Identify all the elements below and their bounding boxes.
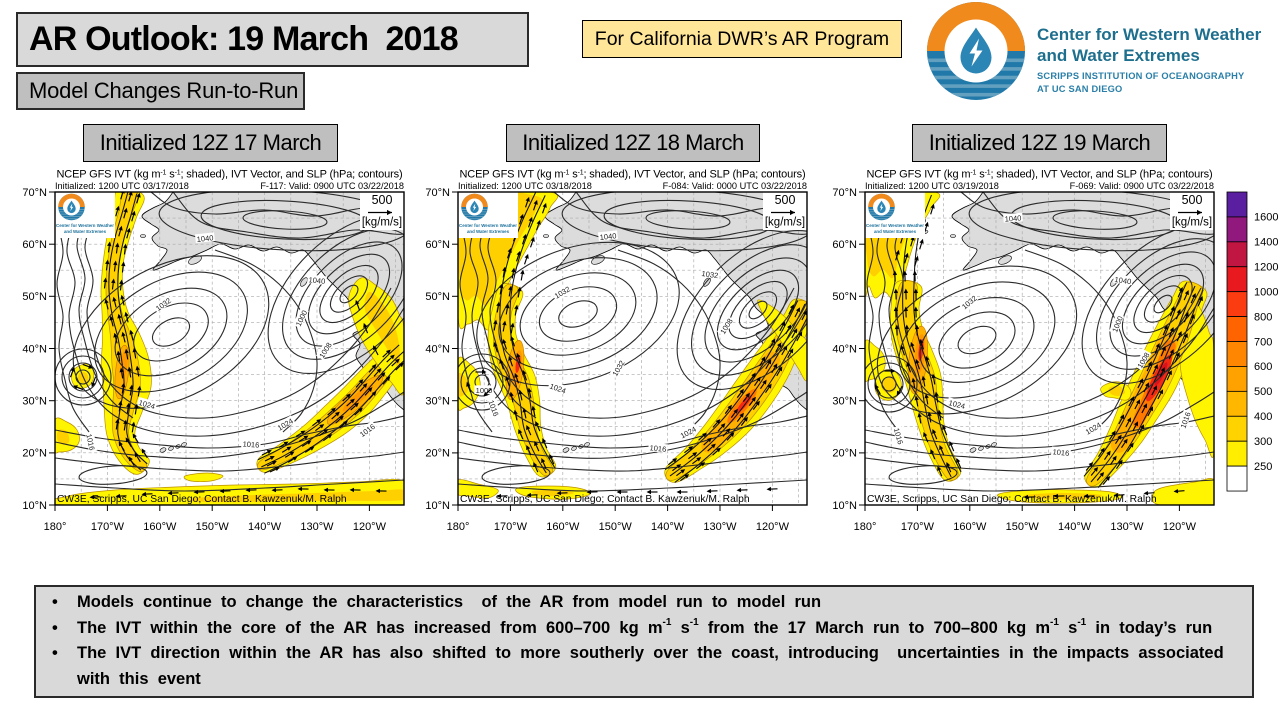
svg-text:10°N: 10°N <box>425 500 450 512</box>
svg-text:120°W: 120°W <box>353 521 387 533</box>
svg-text:180°: 180° <box>447 521 470 533</box>
svg-text:40°N: 40°N <box>425 343 450 355</box>
svg-text:1016: 1016 <box>84 433 96 451</box>
svg-text:1016: 1016 <box>892 427 905 446</box>
svg-text:170°W: 170°W <box>494 521 528 533</box>
svg-text:1024: 1024 <box>948 398 966 411</box>
svg-text:1024: 1024 <box>138 398 157 411</box>
svg-text:1040: 1040 <box>1114 275 1132 286</box>
svg-text:160°W: 160°W <box>546 521 580 533</box>
svg-text:CW3E, Scripps, UC San Diego; C: CW3E, Scripps, UC San Diego; Contact B. … <box>460 494 750 505</box>
svg-text:250: 250 <box>1254 461 1272 473</box>
svg-text:1040: 1040 <box>308 275 326 286</box>
svg-text:150°W: 150°W <box>599 521 633 533</box>
svg-text:20°N: 20°N <box>22 448 47 460</box>
svg-text:40°N: 40°N <box>22 343 47 355</box>
svg-text:NCEP GFS IVT (kg m-1 s-1; shad: NCEP GFS IVT (kg m-1 s-1; shaded), IVT V… <box>57 169 403 181</box>
svg-text:130°W: 130°W <box>300 521 334 533</box>
svg-text:140°W: 140°W <box>651 521 685 533</box>
svg-text:70°N: 70°N <box>832 187 857 199</box>
svg-text:1600: 1600 <box>1254 212 1278 224</box>
svg-text:40°N: 40°N <box>832 343 857 355</box>
svg-text:20°N: 20°N <box>425 448 450 460</box>
svg-text:1400: 1400 <box>1254 237 1278 249</box>
svg-text:NCEP GFS IVT (kg m-1 s-1; shad: NCEP GFS IVT (kg m-1 s-1; shaded), IVT V… <box>867 169 1213 181</box>
svg-text:180°: 180° <box>44 521 67 533</box>
svg-text:1000: 1000 <box>1254 286 1278 298</box>
svg-text:1040: 1040 <box>196 233 214 244</box>
svg-text:20°N: 20°N <box>832 448 857 460</box>
svg-text:150°W: 150°W <box>196 521 230 533</box>
svg-text:CW3E, Scripps, UC San Diego; C: CW3E, Scripps, UC San Diego; Contact B. … <box>867 494 1157 505</box>
svg-text:F-084: Valid: 0000 UTC 03/22/2: F-084: Valid: 0000 UTC 03/22/2018 <box>663 181 807 191</box>
svg-text:Initialized: 1200 UTC 03/18/20: Initialized: 1200 UTC 03/18/2018 <box>458 181 592 191</box>
svg-text:300: 300 <box>1254 436 1272 448</box>
svg-text:50°N: 50°N <box>425 291 450 303</box>
svg-text:Center for Western Weather: Center for Western Weather <box>56 223 114 228</box>
svg-text:70°N: 70°N <box>22 187 47 199</box>
svg-text:1200: 1200 <box>1254 262 1278 274</box>
svg-text:30°N: 30°N <box>22 396 47 408</box>
svg-text:[kg/m/s]: [kg/m/s] <box>1172 217 1212 229</box>
svg-text:1016: 1016 <box>1052 447 1070 458</box>
svg-text:F-069: Valid: 0900 UTC 03/22/2: F-069: Valid: 0900 UTC 03/22/2018 <box>1070 181 1214 191</box>
svg-text:1032: 1032 <box>701 269 719 280</box>
svg-text:and Water Extremes: and Water Extremes <box>467 229 510 234</box>
svg-text:F-117: Valid: 0900 UTC 03/22/2: F-117: Valid: 0900 UTC 03/22/2018 <box>260 181 404 191</box>
svg-text:160°W: 160°W <box>953 521 987 533</box>
svg-text:170°W: 170°W <box>901 521 935 533</box>
svg-text:1000: 1000 <box>476 386 493 395</box>
svg-text:Initialized: 1200 UTC 03/17/20: Initialized: 1200 UTC 03/17/2018 <box>55 181 189 191</box>
svg-text:180°: 180° <box>854 521 877 533</box>
svg-text:400: 400 <box>1254 411 1272 423</box>
svg-text:60°N: 60°N <box>832 239 857 251</box>
svg-text:1016: 1016 <box>649 443 667 454</box>
svg-text:30°N: 30°N <box>425 396 450 408</box>
svg-text:120°W: 120°W <box>1163 521 1197 533</box>
svg-text:and Water Extremes: and Water Extremes <box>64 229 107 234</box>
svg-text:60°N: 60°N <box>425 239 450 251</box>
svg-text:500: 500 <box>372 193 393 207</box>
svg-text:700: 700 <box>1254 336 1272 348</box>
svg-text:500: 500 <box>1182 193 1203 207</box>
svg-text:1040: 1040 <box>599 231 617 242</box>
svg-text:30°N: 30°N <box>832 396 857 408</box>
svg-text:500: 500 <box>775 193 796 207</box>
svg-text:140°W: 140°W <box>248 521 282 533</box>
svg-text:50°N: 50°N <box>832 291 857 303</box>
svg-text:60°N: 60°N <box>22 239 47 251</box>
svg-text:10°N: 10°N <box>22 500 47 512</box>
svg-text:and Water Extremes: and Water Extremes <box>874 229 917 234</box>
svg-text:170°W: 170°W <box>91 521 125 533</box>
svg-text:Center for Western Weather: Center for Western Weather <box>459 223 517 228</box>
svg-text:1040: 1040 <box>1004 214 1021 224</box>
svg-text:10°N: 10°N <box>832 500 857 512</box>
svg-text:[kg/m/s]: [kg/m/s] <box>765 217 805 229</box>
svg-text:1016: 1016 <box>242 440 259 450</box>
svg-text:50°N: 50°N <box>22 291 47 303</box>
svg-text:[kg/m/s]: [kg/m/s] <box>362 217 402 229</box>
svg-text:130°W: 130°W <box>1110 521 1144 533</box>
svg-text:500: 500 <box>1254 386 1272 398</box>
svg-text:120°W: 120°W <box>756 521 790 533</box>
svg-text:150°W: 150°W <box>1006 521 1040 533</box>
svg-text:NCEP GFS IVT (kg m-1 s-1; shad: NCEP GFS IVT (kg m-1 s-1; shaded), IVT V… <box>460 169 806 181</box>
svg-text:Center for Western Weather: Center for Western Weather <box>866 223 924 228</box>
svg-text:600: 600 <box>1254 361 1272 373</box>
svg-text:CW3E, Scripps, UC San Diego; C: CW3E, Scripps, UC San Diego; Contact B. … <box>57 494 347 505</box>
svg-text:800: 800 <box>1254 311 1272 323</box>
svg-text:160°W: 160°W <box>143 521 177 533</box>
svg-text:70°N: 70°N <box>425 187 450 199</box>
svg-text:130°W: 130°W <box>703 521 737 533</box>
svg-text:Initialized: 1200 UTC 03/19/20: Initialized: 1200 UTC 03/19/2018 <box>865 181 999 191</box>
svg-text:140°W: 140°W <box>1058 521 1092 533</box>
